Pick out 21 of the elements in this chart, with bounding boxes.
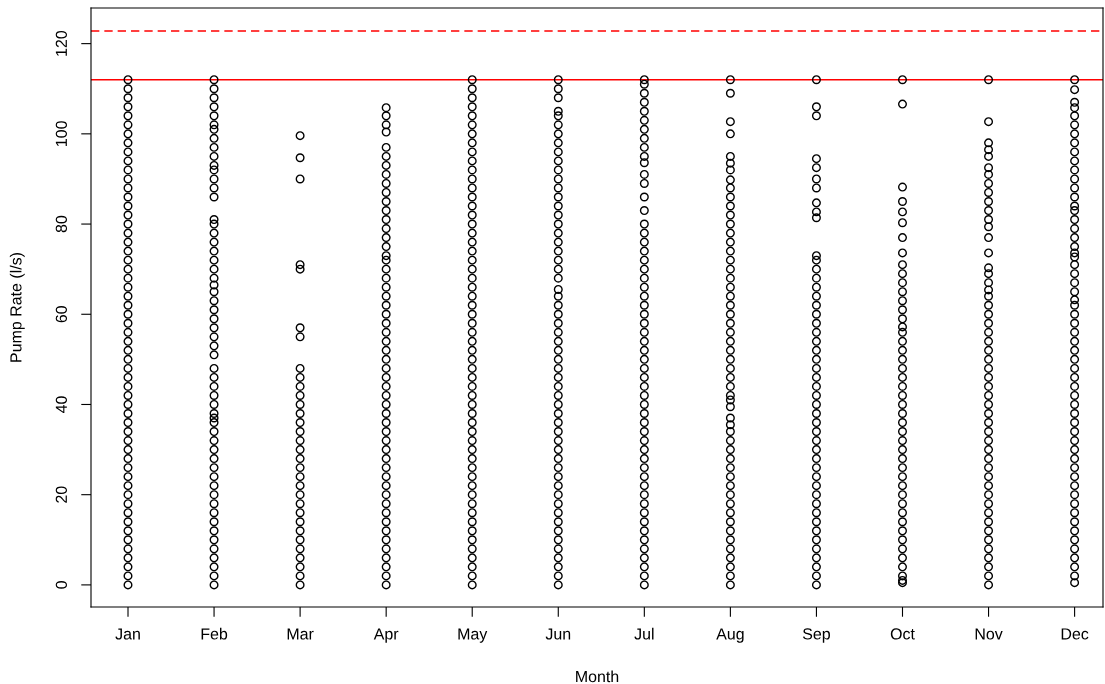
y-tick-label: 120 [55,30,68,56]
y-axis-title: Pump Rate (l/s) [9,253,25,362]
x-tick-label: Sep [802,628,830,643]
y-tick-label: 100 [55,121,68,146]
y-tick-label: 40 [55,396,68,413]
x-tick-label: Jul [634,627,654,640]
x-tick-label: Nov [975,628,1003,640]
x-tick-label: May [458,628,488,643]
y-tick-label: 80 [55,215,68,233]
x-tick-label: Apr [373,628,399,643]
x-tick-label: Jan [115,628,140,640]
x-tick-label: Aug [716,628,744,643]
x-tick-label: Oct [890,628,915,640]
y-tick-label: 60 [55,306,68,323]
x-tick-label: Mar [287,628,314,640]
x-tick-label: Jun [545,628,571,640]
x-tick-label: Feb [201,627,228,640]
y-tick-label: 20 [55,486,68,503]
x-tick-label: Dec [1061,628,1089,640]
x-axis-title: Month [576,670,619,683]
y-tick-label: 0 [55,581,68,589]
